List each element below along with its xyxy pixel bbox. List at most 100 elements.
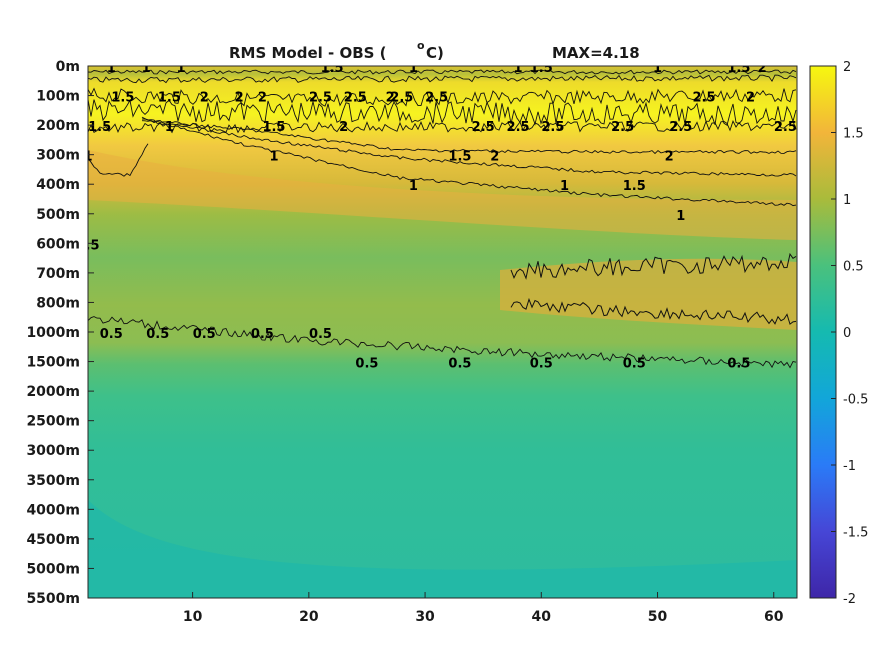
y-tick-label: 0m <box>56 59 80 75</box>
contour-label: 1 <box>176 61 185 76</box>
contour-label: 1 <box>269 150 278 165</box>
contour-label: 2.5 <box>344 91 367 106</box>
y-tick-label: 5500m <box>26 591 80 607</box>
contour-label: 2 <box>746 91 755 106</box>
colorbar-tick-label: 0.5 <box>843 260 864 275</box>
contour-1.5-deep <box>141 118 797 177</box>
contour-label: 1 <box>560 179 569 194</box>
x-axis: 10 20 30 40 50 60 <box>183 592 784 625</box>
contour-label: 1.5 <box>321 61 344 76</box>
contour-label: 0.5 <box>727 357 750 372</box>
contour-label: 1.5 <box>530 61 553 76</box>
plot-area: 1 1 11.51.51.51.5 1 1 1.5 1 1.5 22 2 2 22.5 2.5 2.5 22… <box>83 61 797 598</box>
contour-2-upper <box>88 87 797 107</box>
contour-label: 2 <box>200 91 209 106</box>
y-tick-label: 700m <box>36 266 80 282</box>
contour-label: 2.5 <box>611 120 634 135</box>
y-tick-label: 200m <box>36 118 80 134</box>
colorbar-tick-label: 0 <box>843 326 851 341</box>
contour-labels: 1 1 11.51.51.51.5 1 1 1.5 1 1.5 22 2 2 22.5 2.5 2.5 22… <box>83 61 797 372</box>
contour-label: 2 <box>339 120 348 135</box>
y-tick-label: 400m <box>36 177 80 193</box>
contour-label: 0.5 <box>251 327 274 342</box>
warm-band <box>88 150 797 240</box>
title-degree: o <box>417 39 425 52</box>
contour-1-patch-top <box>510 252 797 280</box>
colorbar-tick-label: -1 <box>843 459 856 474</box>
contour-label: 0.5 <box>448 357 471 372</box>
contour-label: 2.5 <box>425 91 448 106</box>
contour-1-west <box>88 143 149 177</box>
contour-lines <box>88 69 797 369</box>
contour-label: 0.5 <box>623 357 646 372</box>
heatmap-field <box>88 66 797 598</box>
deep-bottom-water <box>88 500 797 598</box>
contour-label: 1.5 <box>727 61 750 76</box>
contour-label: 2.5 <box>669 120 692 135</box>
y-tick-label: 600m <box>36 236 80 252</box>
contour-label: 0.5 <box>355 357 378 372</box>
contour-label: 1 <box>676 209 685 224</box>
contour-label: 2.5 <box>541 120 564 135</box>
contour-label: 0.5 <box>100 327 123 342</box>
contour-label: 0.5 <box>530 357 553 372</box>
contour-1-deep <box>141 116 797 207</box>
x-tick-label: 60 <box>764 609 784 625</box>
contour-label: 1 <box>142 61 151 76</box>
y-tick-label: 2500m <box>26 414 80 430</box>
contour-label: 1.5 <box>448 150 471 165</box>
y-tick-label: 1500m <box>26 355 80 371</box>
x-tick-label: 40 <box>532 609 552 625</box>
contour-label: 1 <box>514 61 523 76</box>
y-tick-label: 2000m <box>26 384 80 400</box>
contour-label: 1 <box>107 61 116 76</box>
colorbar-tick-label: -2 <box>843 592 856 607</box>
x-tick-label: 20 <box>299 609 319 625</box>
x-tick-label: 10 <box>183 609 203 625</box>
title: RMS Model - OBS ( o C) MAX=4.18 <box>229 39 640 62</box>
contour-label: 2.5 <box>507 120 530 135</box>
contour-label: 2 <box>386 91 395 106</box>
contour-label: 2.5 <box>472 120 495 135</box>
y-tick-label: 300m <box>36 148 80 164</box>
colorbar-tick-label: 1 <box>843 193 851 208</box>
contour-2-base <box>141 120 797 155</box>
colorbar-tick-label: -0.5 <box>843 393 868 408</box>
title-main: RMS Model - OBS ( <box>229 44 387 62</box>
colorbar: 2 1.5 1 0.5 0 -0.5 -1 -1.5 -2 <box>809 60 868 607</box>
contour-label: 2.5 <box>693 91 716 106</box>
warm-patch-800m <box>500 258 797 330</box>
contour-label: 2 <box>490 150 499 165</box>
x-tick-label: 50 <box>648 609 668 625</box>
contour-label: 2.5 <box>390 91 413 106</box>
contour-label: 1.5 <box>88 120 111 135</box>
colorbar-tick-label: 2 <box>843 60 851 75</box>
y-tick-label: 4500m <box>26 532 80 548</box>
title-unit: C) <box>426 44 444 62</box>
y-tick-label: 3000m <box>26 443 80 459</box>
y-tick-label: 800m <box>36 295 80 311</box>
y-tick-label: 4000m <box>26 502 80 518</box>
y-tick-label: 3500m <box>26 473 80 489</box>
contour-2.5-upper <box>88 99 797 126</box>
contour-1-surface <box>88 69 797 75</box>
contour-label: 1 <box>83 150 92 165</box>
contour-label: 2 <box>235 91 244 106</box>
contour-label: 2.5 <box>774 120 797 135</box>
contour-label: 2 <box>665 150 674 165</box>
y-tick-label: 100m <box>36 89 80 105</box>
contour-label: 1.5 <box>111 91 134 106</box>
contour-label: 0.5 <box>146 327 169 342</box>
colorbar-ticks: 2 1.5 1 0.5 0 -0.5 -1 -1.5 -2 <box>831 60 868 607</box>
y-tick-label: 5000m <box>26 561 80 577</box>
contour-label: 0.5 <box>309 327 332 342</box>
contour-label: 1 <box>165 120 174 135</box>
contour-label: 2 <box>758 61 767 76</box>
contour-1.5-surface <box>88 74 797 84</box>
contour-label: 2.5 <box>309 91 332 106</box>
contour-label: 0.5 <box>193 327 216 342</box>
colorbar-tick-label: -1.5 <box>843 526 868 541</box>
y-axis: 0m 100m 200m 300m 400m 500m 600m 700m 800m 1000m 1… <box>26 59 94 607</box>
contour-1-patch-bottom <box>510 297 797 325</box>
